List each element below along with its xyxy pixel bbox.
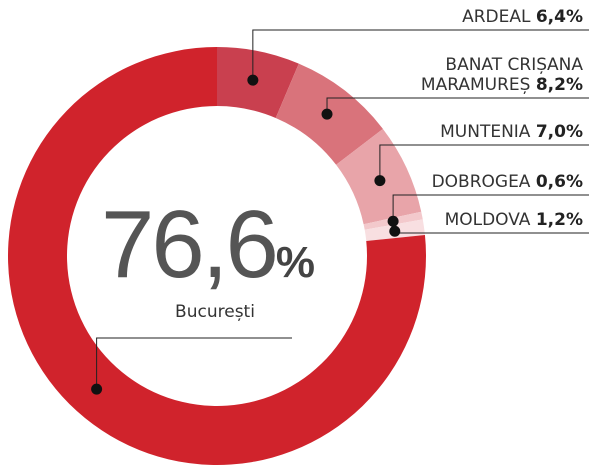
leader-dot <box>247 74 259 86</box>
center-unit: % <box>275 238 315 287</box>
value-label: 1,2% <box>535 210 583 230</box>
value-label: 0,6% <box>535 172 583 192</box>
value-label: 8,2% <box>535 75 583 95</box>
category-name: ARDEAL <box>462 7 531 27</box>
category-name: MUNTENIA <box>440 122 531 142</box>
category-name: BANAT CRIȘANA MARAMUREȘ <box>420 55 583 95</box>
donut-slice <box>217 47 299 118</box>
center-number: 76,6 <box>101 191 279 298</box>
slice-label: BANAT CRIȘANA MARAMUREȘ 8,2% <box>393 55 583 95</box>
slice-label: MUNTENIA 7,0% <box>440 122 583 142</box>
leader-line <box>392 194 589 222</box>
value-label: 6,4% <box>535 7 583 27</box>
category-name: București <box>175 302 255 322</box>
center-value: 76,6% <box>101 190 315 300</box>
slice-label: ARDEAL 6,4% <box>462 7 583 27</box>
slice-label: MOLDOVA 1,2% <box>445 210 583 230</box>
leader-dot <box>374 175 386 187</box>
slice-label: DOBROGEA 0,6% <box>432 172 583 192</box>
category-name: DOBROGEA <box>431 172 531 192</box>
value-label: 7,0% <box>535 122 583 142</box>
category-name: MOLDOVA <box>444 210 531 230</box>
leader-dot <box>389 225 401 237</box>
leader-dot <box>91 383 103 395</box>
leader-line <box>252 29 589 81</box>
leader-dot <box>387 215 399 227</box>
leader-dot <box>321 108 333 120</box>
leader-line <box>379 144 589 181</box>
leader-line <box>96 337 292 390</box>
